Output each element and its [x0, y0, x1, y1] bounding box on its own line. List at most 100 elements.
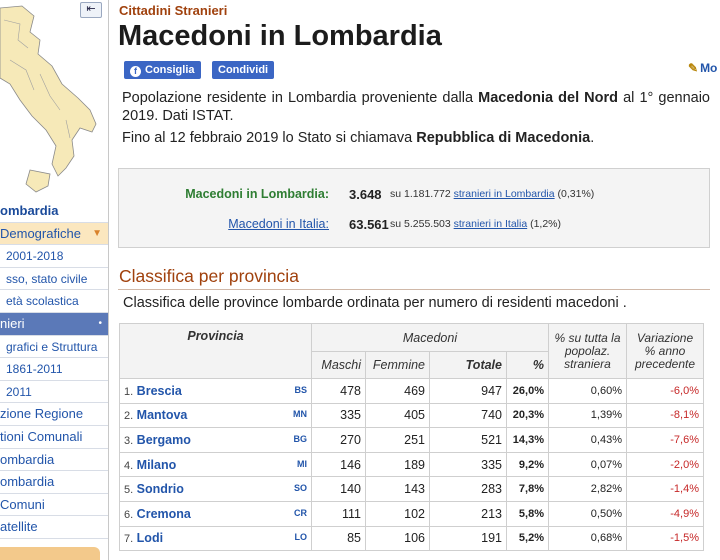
sidebar-item[interactable]: nieri • [0, 312, 108, 336]
province-link[interactable]: Bergamo [136, 432, 191, 447]
cell-provincia: 7. Lodi LO [119, 525, 312, 552]
cell-share: 0,68% [548, 525, 627, 552]
section-description: Classifica delle province lombarde ordin… [123, 295, 627, 311]
rank: 2. [124, 410, 134, 423]
cell-maschi: 111 [311, 500, 366, 527]
sidebar-item[interactable]: età scolastica [0, 290, 108, 313]
cell-femmine: 106 [365, 525, 430, 552]
cell-maschi: 146 [311, 451, 366, 478]
province-link[interactable]: Mantova [136, 408, 188, 423]
cell-totale: 213 [429, 500, 507, 527]
cell-provincia: 2. Mantova MN [119, 402, 312, 429]
italy-map[interactable] [0, 0, 108, 195]
province-link[interactable]: Milano [136, 457, 177, 472]
rank: 1. [124, 385, 134, 398]
table-row: 3. Bergamo BG 270 251 521 14,3% 0,43% -7,6% [119, 427, 704, 453]
share-label: Condividi [218, 64, 269, 76]
section-kicker[interactable]: Cittadini Stranieri [119, 3, 228, 18]
province-code[interactable]: BS [294, 384, 307, 395]
sidebar-item[interactable]: tioni Comunali [0, 426, 108, 449]
summary-desc: su 5.255.503 stranieri in Italia (1,2%) [390, 218, 561, 230]
cell-share: 0,60% [548, 378, 627, 404]
col-header-provincia: Provincia [119, 323, 312, 379]
summary-link[interactable]: stranieri in Lombardia [453, 188, 555, 200]
table-row: 7. Lodi LO 85 106 191 5,2% 0,68% -1,5% [119, 525, 704, 552]
sidebar-item[interactable]: ombardia [0, 471, 108, 494]
province-link[interactable]: Cremona [136, 506, 191, 521]
sidebar-item-label: 2011 [6, 384, 32, 399]
table-row: 1. Brescia BS 478 469 947 26,0% 0,60% -6,0% [119, 378, 704, 404]
summary-value: 3.648 [349, 187, 382, 202]
province-link[interactable]: Brescia [136, 383, 182, 398]
col-header-maschi: Maschi [311, 351, 366, 379]
summary-label: Macedoni in Lombardia: [185, 187, 329, 201]
cell-variation: -1,4% [626, 476, 704, 502]
sidebar-item[interactable]: 2011 [0, 381, 108, 404]
note-text-end: . [590, 130, 595, 146]
table-row: 6. Cremona CR 111 102 213 5,8% 0,50% -4,9% [119, 500, 704, 527]
cell-femmine: 189 [365, 451, 430, 478]
col-header-variation: Variazione % anno precedente [626, 323, 704, 379]
cell-femmine: 405 [365, 402, 430, 429]
sidebar-item-label: sso, stato civile [6, 271, 88, 286]
province-code[interactable]: CR [294, 507, 307, 518]
province-code[interactable]: BG [293, 433, 308, 444]
cell-totale: 283 [429, 476, 507, 502]
intro-text: Popolazione residente in Lombardia prove… [122, 90, 479, 106]
province-code[interactable]: MN [293, 409, 307, 420]
province-code[interactable]: SO [293, 483, 307, 494]
cell-maschi: 335 [311, 402, 366, 429]
map-toggle-button[interactable]: ⇤ [80, 2, 102, 18]
summary-desc-pre: su 1.181.772 [390, 188, 454, 200]
cell-femmine: 251 [365, 427, 430, 453]
note-text: Fino al 12 febbraio 2019 lo Stato si chi… [122, 130, 417, 146]
sidebar-item[interactable]: ombardia [0, 200, 108, 223]
sidebar-item[interactable]: Comuni [0, 494, 108, 517]
cell-maschi: 478 [311, 378, 366, 404]
col-header-pct: % [506, 351, 549, 379]
sidebar-item-label: zione Regione [0, 406, 84, 422]
sidebar-item[interactable]: atellite [0, 516, 108, 539]
sidebar-item[interactable]: sso, stato civile [0, 268, 108, 291]
rank: 3. [124, 434, 134, 447]
active-dot-icon: • [98, 317, 102, 329]
sidebar-item[interactable]: ombardia [0, 449, 108, 472]
sidebar-item[interactable]: 1861-2011 [0, 358, 108, 381]
recommend-label: Consiglia [145, 64, 195, 76]
summary-desc-post: (1,2%) [527, 218, 562, 230]
sidebar-item-label: ombardia [0, 203, 59, 218]
sidebar-nav: ombardia Demografiche ▼ 2001-2018 sso, stato… [0, 200, 108, 539]
sidebar-item[interactable]: Demografiche ▼ [0, 222, 108, 246]
sidebar-item-label: atellite [0, 519, 38, 535]
summary-link[interactable]: stranieri in Italia [453, 218, 528, 230]
edit-link[interactable]: ✎ Mo [688, 61, 717, 75]
table-row: 5. Sondrio SO 140 143 283 7,8% 2,82% -1,4% [119, 476, 704, 502]
table-body: 1. Brescia BS 478 469 947 26,0% 0,60% -6,0% 2. M… [119, 378, 704, 552]
col-header-share: % su tutta la popolaz. straniera [548, 323, 627, 379]
sidebar-item-label: Comuni [0, 496, 45, 512]
intro-country: Macedonia del Nord [478, 90, 619, 106]
summary-label-link[interactable]: Macedoni in Italia: [228, 217, 329, 231]
sidebar-footer-tab[interactable] [0, 547, 100, 560]
pencil-icon: ✎ [688, 61, 699, 75]
share-button[interactable]: Condividi [212, 61, 275, 79]
province-code[interactable]: LO [294, 532, 308, 543]
edit-label: Mo [700, 61, 718, 75]
page-title: Macedoni in Lombardia [118, 20, 442, 52]
rank: 7. [124, 533, 134, 546]
rank: 6. [124, 508, 134, 521]
cell-variation: -4,9% [626, 500, 704, 527]
province-code[interactable]: MI [297, 458, 307, 469]
province-link[interactable]: Lodi [136, 531, 164, 546]
section-title: Classifica per provincia [119, 266, 299, 286]
summary-row-lombardia: Macedoni in Lombardia: 3.648 su 1.181.77… [119, 187, 709, 207]
intro-text-end: al 1° gennaio 2019. Dati ISTAT. [122, 90, 710, 124]
sidebar-item[interactable]: grafici e Struttura [0, 336, 108, 359]
summary-value: 63.561 [349, 217, 389, 232]
province-link[interactable]: Sondrio [136, 482, 184, 497]
sidebar-item[interactable]: 2001-2018 [0, 245, 108, 268]
sidebar-item[interactable]: zione Regione [0, 403, 108, 426]
section-divider [118, 289, 710, 290]
sidebar-item-label: Demografiche [0, 225, 81, 241]
recommend-button[interactable]: f Consiglia [124, 61, 201, 79]
